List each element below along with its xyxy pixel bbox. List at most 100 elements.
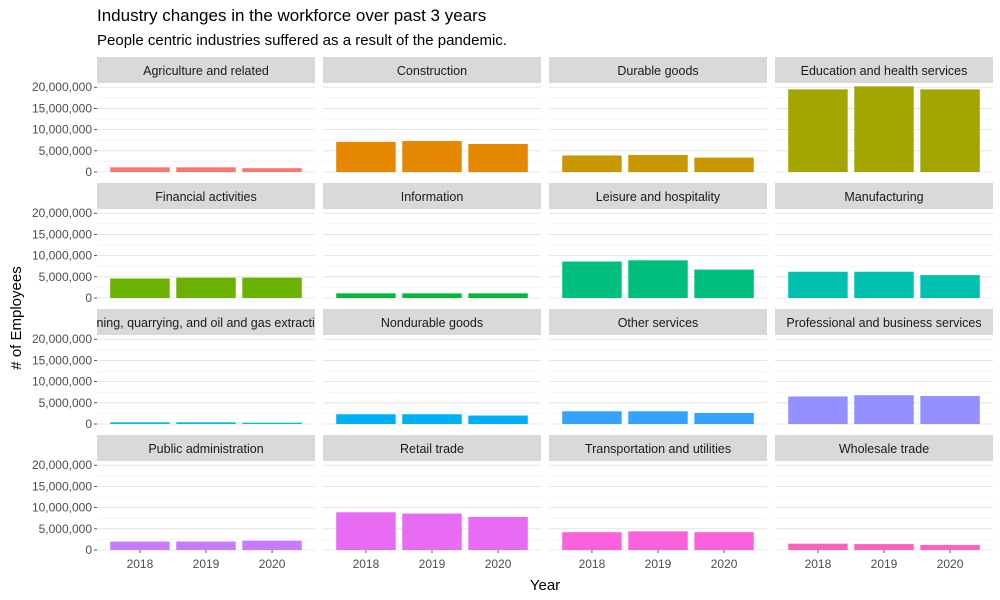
bar-professional-and-business-services-2019 xyxy=(854,395,914,424)
x-tick-label: 2019 xyxy=(871,557,898,571)
bar-mining-quarrying-and-oil-and-gas-extraction-2019 xyxy=(176,422,236,424)
bar-wholesale-trade-2018 xyxy=(788,543,848,550)
bar-education-and-health-services-2018 xyxy=(788,89,848,172)
x-tick-label: 2018 xyxy=(579,557,606,571)
bar-retail-trade-2020 xyxy=(468,516,528,550)
bar-agriculture-and-related-2019 xyxy=(176,167,236,172)
bar-durable-goods-2020 xyxy=(694,157,754,172)
y-tick-label: 15,000,000 xyxy=(32,101,92,115)
bar-public-administration-2019 xyxy=(176,541,236,550)
facet-strip-wholesale-trade xyxy=(775,435,993,461)
bar-construction-2020 xyxy=(468,144,528,172)
facet-panel-manufacturing: Manufacturing xyxy=(775,183,993,299)
y-tick-label: 15,000,000 xyxy=(32,479,92,493)
y-tick-label: 10,000,000 xyxy=(32,249,92,263)
y-tick-label: 0 xyxy=(85,417,92,431)
x-tick-label: 2018 xyxy=(127,557,154,571)
y-tick-label: 0 xyxy=(85,543,92,557)
facet-strip-public-administration xyxy=(97,435,315,461)
x-tick-label: 2020 xyxy=(937,557,964,571)
bar-manufacturing-2020 xyxy=(920,275,980,298)
facet-strip-mining-quarrying-and-oil-and-gas-extraction xyxy=(97,309,315,335)
facet-label: Financial activities xyxy=(155,190,256,204)
facet-label: Leisure and hospitality xyxy=(596,190,721,204)
bar-manufacturing-2018 xyxy=(788,271,848,298)
facet-label: Wholesale trade xyxy=(839,442,929,456)
facet-label: Construction xyxy=(397,64,467,78)
bar-public-administration-2018 xyxy=(110,541,170,550)
bar-public-administration-2020 xyxy=(242,540,302,550)
y-tick-label: 10,000,000 xyxy=(32,501,92,515)
y-tick-label: 10,000,000 xyxy=(32,123,92,137)
chart-subtitle: People centric industries suffered as a … xyxy=(97,32,507,49)
x-tick-label: 2018 xyxy=(805,557,832,571)
x-tick-label: 2018 xyxy=(353,557,380,571)
bar-other-services-2020 xyxy=(694,412,754,424)
facet-strip-professional-and-business-services xyxy=(775,309,993,335)
bar-other-services-2019 xyxy=(628,411,688,424)
y-tick-label: 10,000,000 xyxy=(32,375,92,389)
bar-leisure-and-hospitality-2020 xyxy=(694,269,754,298)
y-tick-label: 5,000,000 xyxy=(39,522,93,536)
bar-durable-goods-2019 xyxy=(628,155,688,172)
bar-agriculture-and-related-2020 xyxy=(242,168,302,172)
y-tick-label: 20,000,000 xyxy=(32,458,92,472)
y-tick-label: 20,000,000 xyxy=(32,80,92,94)
facet-panel-leisure-and-hospitality: Leisure and hospitality xyxy=(549,183,767,299)
facet-panel-information: Information xyxy=(323,183,541,299)
y-axis-title: # of Employees xyxy=(8,266,25,369)
facet-panel-transportation-and-utilities: Transportation and utilities 2018 2019 2020 xyxy=(549,435,767,571)
bar-information-2020 xyxy=(468,293,528,298)
facet-panel-professional-and-business-services: Professional and business services xyxy=(775,309,993,425)
facet-panel-durable-goods: Durable goods xyxy=(549,57,767,173)
bar-financial-activities-2019 xyxy=(176,277,236,298)
facet-strip-construction xyxy=(323,57,541,83)
y-tick-label: 15,000,000 xyxy=(32,227,92,241)
x-tick-label: 2019 xyxy=(645,557,672,571)
bar-durable-goods-2018 xyxy=(562,155,622,172)
y-tick-label: 20,000,000 xyxy=(32,332,92,346)
facet-label: Other services xyxy=(618,316,699,330)
facet-panel-wholesale-trade: Wholesale trade 2018 2019 2020 xyxy=(775,435,993,571)
facet-label: Education and health services xyxy=(801,64,968,78)
facet-strip-retail-trade xyxy=(323,435,541,461)
bar-leisure-and-hospitality-2019 xyxy=(628,260,688,298)
facet-strip-durable-goods xyxy=(549,57,767,83)
bar-education-and-health-services-2020 xyxy=(920,89,980,172)
facet-panel-mining-quarrying-and-oil-and-gas-extraction: Mining, quarrying, and oil and gas extra… xyxy=(32,309,328,431)
facet-label: Transportation and utilities xyxy=(585,442,731,456)
bar-other-services-2018 xyxy=(562,411,622,424)
y-tick-label: 0 xyxy=(85,291,92,305)
facet-label: Retail trade xyxy=(400,442,464,456)
bar-mining-quarrying-and-oil-and-gas-extraction-2020 xyxy=(242,422,302,424)
facet-panel-agriculture-and-related: Agriculture and related 0 5,000,000 10,000,… xyxy=(32,57,315,179)
bar-mining-quarrying-and-oil-and-gas-extraction-2018 xyxy=(110,422,170,424)
facet-strip-education-and-health-services xyxy=(775,57,993,83)
bar-nondurable-goods-2020 xyxy=(468,415,528,424)
bar-transportation-and-utilities-2020 xyxy=(694,532,754,550)
facet-strip-information xyxy=(323,183,541,209)
facet-strip-transportation-and-utilities xyxy=(549,435,767,461)
bar-nondurable-goods-2019 xyxy=(402,414,462,424)
y-tick-label: 0 xyxy=(85,165,92,179)
facet-label: Mining, quarrying, and oil and gas extra… xyxy=(83,316,328,330)
facet-strip-nondurable-goods xyxy=(323,309,541,335)
facet-panel-construction: Construction xyxy=(323,57,541,173)
bar-leisure-and-hospitality-2018 xyxy=(562,261,622,298)
facet-strip-other-services xyxy=(549,309,767,335)
chart-title: Industry changes in the workforce over p… xyxy=(97,6,487,25)
bar-financial-activities-2020 xyxy=(242,277,302,298)
bar-nondurable-goods-2018 xyxy=(336,414,396,424)
facet-label: Nondurable goods xyxy=(381,316,483,330)
bar-wholesale-trade-2019 xyxy=(854,544,914,550)
bar-professional-and-business-services-2020 xyxy=(920,396,980,424)
facet-label: Agriculture and related xyxy=(143,64,269,78)
facet-label: Information xyxy=(401,190,464,204)
bar-financial-activities-2018 xyxy=(110,278,170,298)
x-tick-label: 2020 xyxy=(259,557,286,571)
bar-transportation-and-utilities-2019 xyxy=(628,531,688,550)
x-axis-title: Year xyxy=(530,577,560,594)
bar-wholesale-trade-2020 xyxy=(920,544,980,550)
